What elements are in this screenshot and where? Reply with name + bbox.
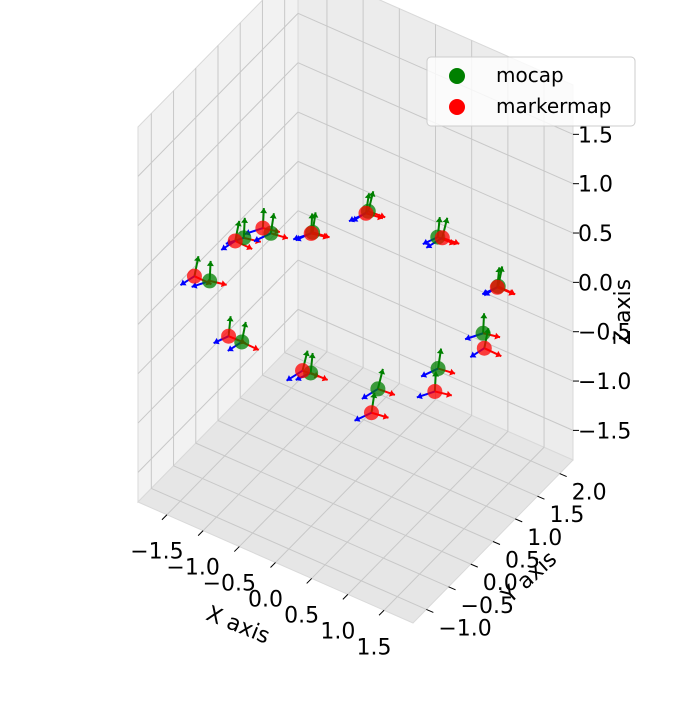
markermap-point — [255, 220, 271, 236]
grid-line — [297, 111, 574, 234]
y-tick-label: −0.5 — [461, 594, 514, 619]
grid-line — [137, 161, 299, 325]
grid-line — [297, 259, 574, 382]
data-points — [186, 203, 506, 421]
grid-line — [173, 465, 449, 588]
tick-mark — [470, 563, 478, 568]
markermap-point — [363, 405, 379, 421]
grid-line — [151, 487, 427, 610]
x-tick-label: 1.0 — [320, 619, 355, 644]
tick-mark — [161, 514, 168, 521]
markermap-point — [358, 205, 374, 221]
markermap-point — [427, 383, 443, 399]
z-tick-label: −1.5 — [578, 419, 631, 444]
grid-line — [137, 309, 299, 473]
markermap-point — [489, 279, 505, 295]
markermap-point — [476, 340, 492, 356]
markermap-point — [186, 268, 202, 284]
legend: mocap markermap — [426, 56, 636, 127]
grid-line — [137, 62, 299, 227]
grid-line — [217, 420, 494, 542]
legend-markermap-marker — [449, 99, 465, 115]
grid-line — [195, 442, 471, 565]
tick-mark — [515, 518, 523, 523]
tick-mark — [426, 608, 434, 613]
tick-mark — [342, 593, 349, 600]
tick-mark — [306, 578, 313, 584]
x-tick-label: −1.5 — [130, 540, 183, 565]
grid-line — [240, 397, 516, 520]
legend-mocap-marker — [449, 68, 465, 84]
z-tick-label: −1.0 — [578, 370, 631, 395]
tick-mark — [559, 473, 567, 478]
z-tick-label: 1.0 — [578, 173, 613, 198]
mocap-point — [475, 325, 491, 341]
tick-mark — [378, 609, 385, 616]
y-tick-label: 1.5 — [549, 503, 584, 528]
x-tick-label: −1.0 — [166, 556, 219, 581]
grid-line — [297, 160, 574, 283]
mocap-point — [234, 334, 250, 350]
z-tick-label: 0.0 — [578, 271, 613, 296]
legend-mocap-label: mocap — [496, 63, 564, 87]
grid-line — [262, 374, 538, 497]
mocap-point — [430, 361, 446, 377]
grid-line — [297, 210, 574, 333]
grid-line — [137, 12, 299, 177]
x-tick-label: 0.5 — [284, 603, 319, 628]
markermap-point — [227, 233, 243, 249]
markermap-point — [434, 230, 450, 246]
grid-line — [284, 352, 560, 475]
z-axis-label: Z axis — [611, 279, 636, 345]
tick-mark — [537, 495, 545, 500]
markermap-point — [295, 363, 311, 379]
y-tick-label: 0.5 — [505, 549, 540, 574]
legend-frame — [426, 56, 636, 127]
z-tick-label: 1.5 — [578, 123, 613, 148]
z-tick-label: −0.5 — [578, 321, 631, 346]
x-tick-label: 0.0 — [248, 588, 283, 613]
z-tick-label: 0.5 — [578, 222, 613, 247]
markermap-point — [303, 225, 319, 241]
y-tick-label: 0.0 — [483, 571, 518, 596]
legend-markermap-label: markermap — [496, 94, 611, 118]
tick-mark — [233, 546, 240, 552]
tick-mark — [197, 530, 204, 537]
tick-mark — [448, 586, 456, 591]
grid-line — [137, 111, 299, 276]
x-tick-label: −0.5 — [203, 572, 256, 597]
y-tick-label: 2.0 — [572, 481, 607, 506]
grid-lines — [137, 0, 574, 611]
tick-labels: −1.5−1.0−0.50.00.51.01.5−1.0−0.50.00.51.… — [130, 123, 631, 660]
y-tick-label: −1.0 — [438, 616, 491, 641]
y-tick-label: 1.0 — [527, 526, 562, 551]
tick-mark — [492, 541, 501, 545]
x-tick-label: 1.5 — [357, 635, 392, 660]
markermap-point — [221, 328, 237, 344]
mocap-point — [370, 381, 386, 397]
tick-mark — [270, 562, 276, 568]
mocap-point — [202, 273, 218, 289]
